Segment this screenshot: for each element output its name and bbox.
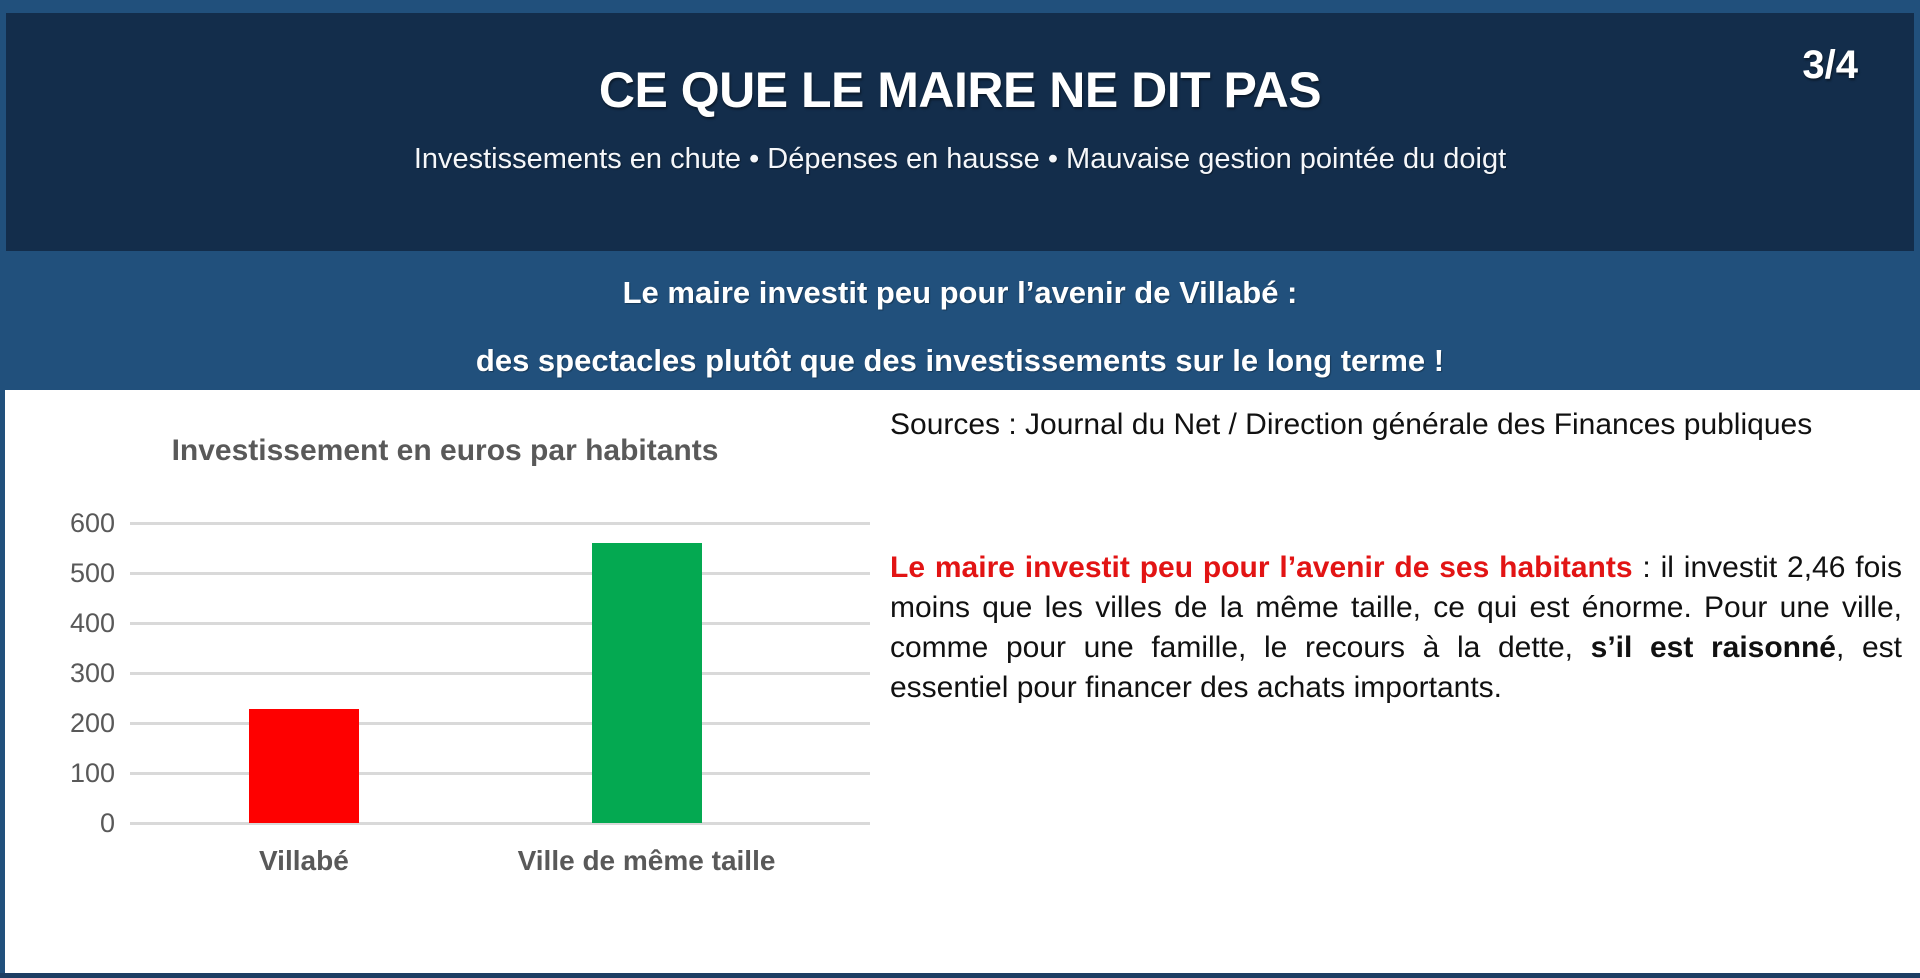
paragraph-segment-normal: : il investit 2,46 fois moins que les vi… <box>890 551 1902 664</box>
sources-text: Sources : Journal du Net / Direction gén… <box>890 408 1813 441</box>
top-blue-zone: CE QUE LE MAIRE NE DIT PAS 3/4 Investiss… <box>0 0 1920 390</box>
banner: Le maire investit peu pour l’avenir de V… <box>0 251 1920 390</box>
y-axis-tick-label: 600 <box>69 508 115 538</box>
y-axis: 0 100 200 300 400 500 600 <box>20 508 115 838</box>
paragraph-segment-red-bold: Le maire investit peu pour l’avenir de s… <box>890 551 1633 584</box>
left-border <box>0 390 5 973</box>
chart-gridline <box>130 621 870 625</box>
y-axis-tick-label: 200 <box>69 708 115 738</box>
banner-line-2: des spectacles plutôt que des investisse… <box>475 343 1445 378</box>
x-axis: Villabé Ville de même taille <box>130 845 870 885</box>
chart-gridline <box>130 771 870 775</box>
chart-gridline <box>130 821 870 825</box>
banner-line-1: Le maire investit peu pour l’avenir de V… <box>622 275 1298 310</box>
y-axis-tick-label: 500 <box>69 558 115 588</box>
page-title: CE QUE LE MAIRE NE DIT PAS <box>598 62 1322 118</box>
header: CE QUE LE MAIRE NE DIT PAS 3/4 Investiss… <box>6 13 1914 251</box>
chart-gridline <box>130 571 870 575</box>
chart-gridline <box>130 721 870 725</box>
body-paragraph: Le maire investit peu pour l’avenir de s… <box>890 548 1902 708</box>
y-axis-tick-label: 0 <box>99 808 115 838</box>
chart-bar-villabe <box>248 709 359 823</box>
y-axis-tick-label: 100 <box>69 758 115 788</box>
category-label: Villabé <box>259 845 349 876</box>
bar-chart: Investissement en euros par habitants 0 1… <box>5 390 885 973</box>
page-number-badge: 3/4 <box>1802 43 1858 87</box>
chart-gridline <box>130 671 870 675</box>
header-subtitle: Investissements en chute • Dépenses en h… <box>413 143 1507 175</box>
paragraph-segment-normal: , est essentiel pour financer des achats… <box>890 631 1902 704</box>
paragraph-segment-bold: s’il est raisonné <box>1590 631 1836 664</box>
chart-gridline <box>130 521 870 525</box>
chart-title: Investissement en euros par habitants <box>171 434 719 467</box>
y-axis-tick-label: 400 <box>69 608 115 638</box>
chart-plot <box>130 521 870 825</box>
chart-bar-ville-meme-taille <box>591 542 702 823</box>
content-area: Investissement en euros par habitants 0 1… <box>5 390 1920 973</box>
y-axis-tick-label: 300 <box>69 658 115 688</box>
category-label: Ville de même taille <box>517 845 776 876</box>
bottom-border <box>0 973 1920 978</box>
